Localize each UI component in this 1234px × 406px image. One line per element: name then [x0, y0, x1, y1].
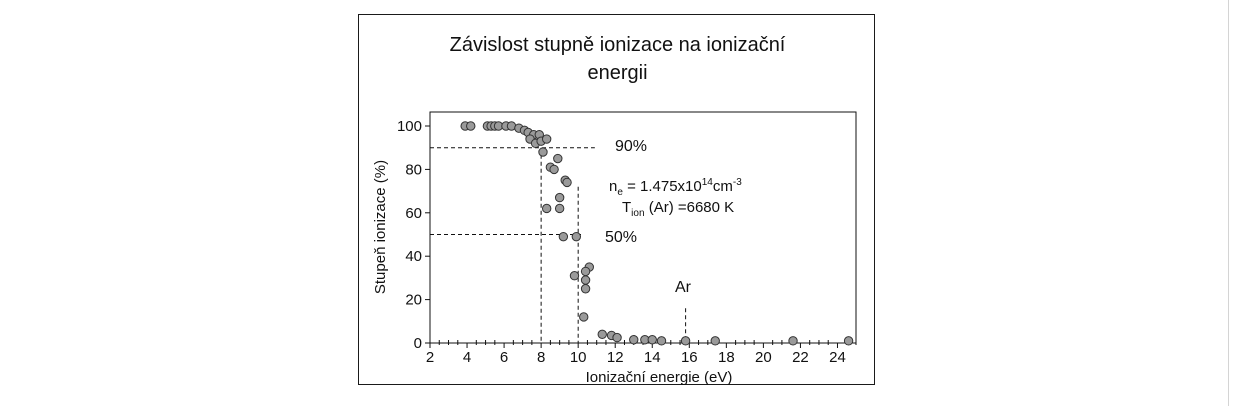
data-point — [579, 312, 589, 322]
x-axis-label: Ionizační energie (eV) — [586, 369, 733, 386]
data-point — [553, 153, 563, 164]
x-tick-label-20: 20 — [755, 349, 772, 366]
data-point — [541, 134, 552, 144]
x-tick-label-4: 4 — [463, 349, 471, 366]
y-tick-label-100: 100 — [397, 118, 422, 135]
chart-title-line-2: energii — [587, 62, 648, 84]
data-point — [549, 164, 559, 175]
data-point — [629, 335, 639, 345]
x-tick-label-8: 8 — [537, 349, 545, 366]
data-point — [580, 275, 591, 285]
y-axis-label: Stupeň ionizace (%) — [372, 160, 389, 294]
data-point — [554, 203, 565, 214]
right-divider — [1228, 0, 1229, 406]
data-point — [788, 336, 798, 346]
data-point — [710, 336, 720, 346]
figure-frame: Závislost stupně ionizace na ionizační e… — [358, 14, 876, 386]
data-point — [647, 335, 657, 345]
annotation-tion: Tion (Ar) =6680 K — [622, 199, 734, 219]
data-point — [580, 284, 591, 294]
y-tick-label-40: 40 — [405, 248, 422, 265]
annotation-ar: Ar — [675, 279, 692, 296]
data-point — [554, 192, 565, 203]
label-90: 90% — [615, 138, 647, 155]
data-point — [569, 271, 580, 281]
chart-title: Závislost stupně ionizace na ionizační e… — [359, 31, 876, 87]
data-point — [466, 121, 476, 131]
data-points — [460, 121, 854, 346]
x-tick-label-18: 18 — [718, 349, 735, 366]
data-point — [843, 336, 854, 346]
annotation-ne: ne = 1.475x1014cm-3 — [609, 177, 742, 198]
data-point — [571, 231, 582, 242]
data-point — [541, 203, 552, 214]
y-tick-label-80: 80 — [405, 161, 422, 178]
data-point — [597, 329, 607, 340]
y-tick-label-0: 0 — [414, 335, 422, 352]
x-tick-label-24: 24 — [829, 349, 846, 366]
x-tick-label-16: 16 — [681, 349, 698, 366]
data-point — [558, 231, 569, 242]
x-tick-label-14: 14 — [644, 349, 661, 366]
label-50: 50% — [605, 229, 637, 246]
data-point — [538, 147, 548, 157]
x-tick-label-22: 22 — [792, 349, 809, 366]
reference-lines — [430, 147, 687, 343]
data-point — [656, 336, 667, 346]
data-point — [612, 332, 622, 343]
data-point — [562, 177, 572, 188]
data-point — [580, 266, 591, 277]
y-tick-label-60: 60 — [405, 205, 422, 222]
x-tick-label-6: 6 — [500, 349, 508, 366]
x-tick-label-10: 10 — [570, 349, 587, 366]
data-point — [680, 336, 691, 346]
x-tick-label-12: 12 — [607, 349, 624, 366]
y-tick-label-20: 20 — [405, 292, 422, 309]
chart-title-line-1: Závislost stupně ionizace na ionizační — [449, 34, 786, 56]
x-tick-label-2: 2 — [426, 349, 434, 366]
